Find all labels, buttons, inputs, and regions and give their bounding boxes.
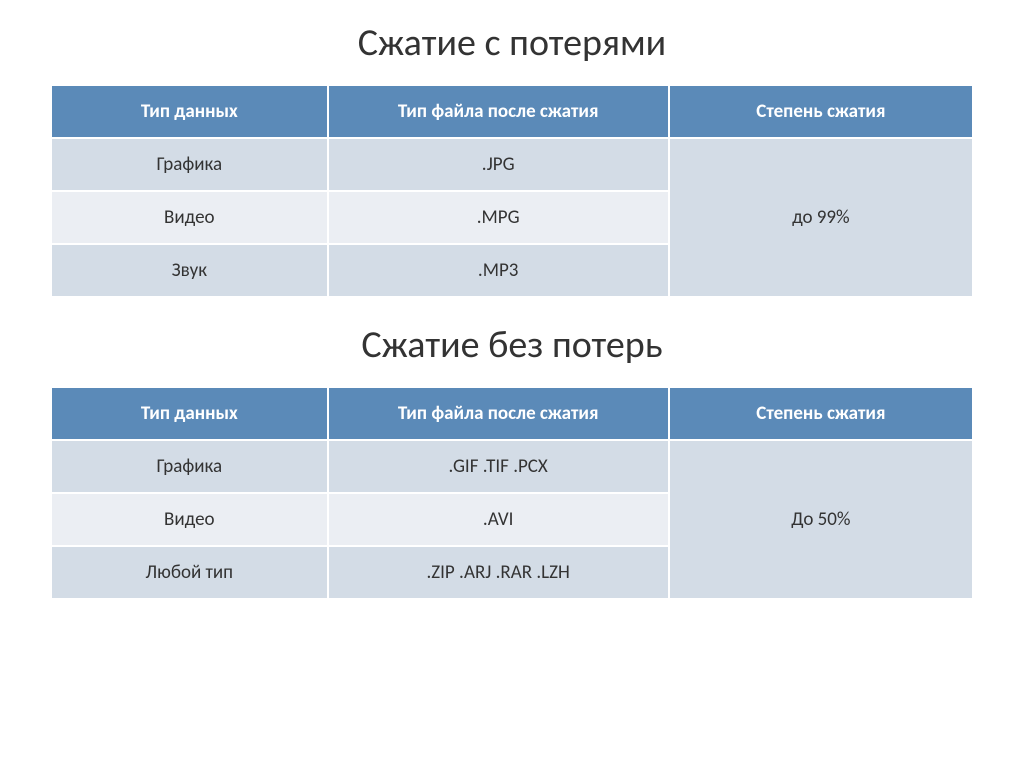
table2-cell-0-0: Графика: [51, 440, 328, 493]
table1-cell-2-0: Звук: [51, 244, 328, 297]
table1-header-1: Тип файла после сжатия: [328, 85, 669, 138]
table-lossless: Тип данных Тип файла после сжатия Степен…: [50, 386, 974, 600]
table2-header-0: Тип данных: [51, 387, 328, 440]
table1-cell-1-1: .MPG: [328, 191, 669, 244]
table1-header-0: Тип данных: [51, 85, 328, 138]
table2-cell-2-1: .ZIP .ARJ .RAR .LZH: [328, 546, 669, 599]
table1-merged-ratio: до 99%: [669, 138, 973, 297]
table2-header-2: Степень сжатия: [669, 387, 973, 440]
title-lossless: Сжатие без потерь: [50, 322, 974, 368]
table2-header-1: Тип файла после сжатия: [328, 387, 669, 440]
table2-cell-0-1: .GIF .TIF .PCX: [328, 440, 669, 493]
table1-cell-0-0: Графика: [51, 138, 328, 191]
table-lossy: Тип данных Тип файла после сжатия Степен…: [50, 84, 974, 298]
table1-cell-2-1: .MP3: [328, 244, 669, 297]
table2-cell-1-0: Видео: [51, 493, 328, 546]
table1-cell-0-1: .JPG: [328, 138, 669, 191]
table2-cell-1-1: .AVI: [328, 493, 669, 546]
table2-merged-ratio: До 50%: [669, 440, 973, 599]
title-lossy: Сжатие с потерями: [50, 20, 974, 66]
table1-header-2: Степень сжатия: [669, 85, 973, 138]
table-row: Графика .JPG до 99%: [51, 138, 973, 191]
table1-cell-1-0: Видео: [51, 191, 328, 244]
table2-cell-2-0: Любой тип: [51, 546, 328, 599]
table-row: Графика .GIF .TIF .PCX До 50%: [51, 440, 973, 493]
